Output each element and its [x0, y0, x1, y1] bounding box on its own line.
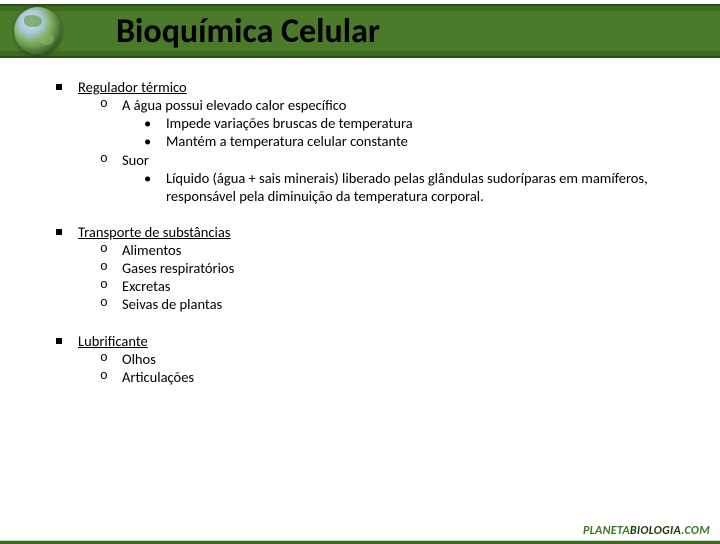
list-item: o Suor • Líquido (água + sais minerais) … [100, 151, 684, 205]
circle-bullet-icon: o [100, 368, 122, 384]
list-item: • Líquido (água + sais minerais) liberad… [144, 169, 684, 205]
square-bullet-icon [56, 229, 62, 235]
circle-bullet-icon: o [100, 295, 122, 311]
list-item: oOlhos [100, 350, 194, 368]
sub-label: Seivas de plantas [122, 295, 222, 313]
circle-bullet-icon: o [100, 151, 122, 167]
content-area: Regulador térmico o A água possui elevad… [0, 58, 720, 386]
sub-label: Suor [122, 151, 149, 169]
circle-bullet-icon: o [100, 350, 122, 366]
list-item: • Impede variações bruscas de temperatur… [144, 114, 413, 132]
circle-bullet-icon: o [100, 277, 122, 293]
brand-part2: BIOLOGIA [630, 524, 681, 538]
list-item: oSeivas de plantas [100, 295, 234, 313]
header-band: Bioquímica Celular [0, 4, 720, 58]
sub-label: Alimentos [122, 241, 181, 259]
dot-text: Impede variações bruscas de temperatura [166, 114, 413, 132]
square-bullet-icon [56, 338, 62, 344]
list-item: oGases respiratórios [100, 259, 234, 277]
circle-bullet-icon: o [100, 259, 122, 275]
list-item: o A água possui elevado calor específico… [100, 96, 684, 150]
dot-bullet-icon: • [144, 132, 166, 150]
list-item: • Mantém a temperatura celular constante [144, 132, 413, 150]
brand-suffix: .COM [681, 524, 710, 538]
section-regulador: Regulador térmico o A água possui elevad… [56, 78, 684, 205]
section-title: Regulador térmico [78, 78, 187, 96]
dot-bullet-icon: • [144, 114, 166, 132]
sub-label: Articulações [122, 368, 194, 386]
circle-bullet-icon: o [100, 241, 122, 257]
section-title: Lubrificante [78, 332, 148, 350]
list-item: oArticulações [100, 368, 194, 386]
page-title: Bioquímica Celular [116, 11, 380, 52]
list-item: oExcretas [100, 277, 234, 295]
list-item: oAlimentos [100, 241, 234, 259]
section-title: Transporte de substâncias [78, 223, 230, 241]
circle-bullet-icon: o [100, 96, 122, 112]
brand-part1: PLANETA [583, 524, 630, 538]
globe-icon [14, 7, 62, 55]
sub-label: Gases respiratórios [122, 259, 234, 277]
footer-brand: PLANETABIOLOGIA.COM [583, 524, 710, 538]
dot-bullet-icon: • [144, 169, 166, 187]
dot-text: Líquido (água + sais minerais) liberado … [166, 169, 684, 205]
sub-label: Olhos [122, 350, 156, 368]
square-bullet-icon [56, 84, 62, 90]
section-transporte: Transporte de substâncias oAlimentos oGa… [56, 223, 684, 314]
sub-label: Excretas [122, 277, 170, 295]
section-lubrificante: Lubrificante oOlhos oArticulações [56, 332, 684, 386]
dot-text: Mantém a temperatura celular constante [166, 132, 408, 150]
sub-label: A água possui elevado calor específico [122, 96, 346, 114]
